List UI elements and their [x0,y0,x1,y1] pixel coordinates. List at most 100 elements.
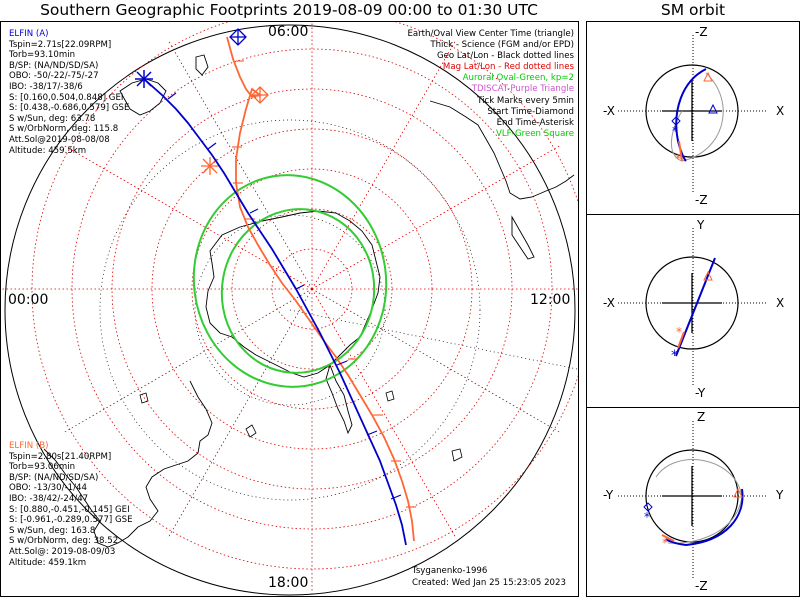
elfin-b-info-line: S w/Sun, deg: 163.8 [9,525,96,536]
orbit-a-start-diamond [671,116,681,126]
map-panel [0,21,579,597]
orbit-a-end-asterisk: * [671,348,678,364]
legend-item: Thick - Science (FGM and/or EPD) [430,40,574,51]
orbit-panel-1: * * [618,35,768,193]
elfin-b-info-line: S: [-0.961,-0.289,0.577] GSE [9,515,133,526]
elfin-b-info-line: Att.Sol@: 2019-08-09/03 [9,546,116,557]
elfin-a-track [143,78,407,546]
elfin-b-name: ELFIN (B) [9,441,49,451]
elfin-a-info-line: S: [0.160,0.504,0.848] GEI [9,92,124,103]
orbit-a-path [665,488,744,547]
geo-grid [99,119,578,501]
legend-item: Auroral Oval-Green, kp=2 [462,73,574,84]
elfin-a-start-diamond [229,28,247,46]
antarctic-peninsula [325,363,353,435]
elfin-a-info-line: Tspin=2.71s[22.09RPM] [9,39,112,50]
orbit-b-segment [661,534,675,542]
australia-outline [429,100,575,200]
elfin-a-name: ELFIN (A) [9,29,49,39]
orbit-1-label-right: X [776,104,785,118]
islands [139,390,463,462]
orbit-2-label-bottom: -Y [695,386,706,400]
new-zealand-outline [511,215,535,260]
orbit-1-label-bottom: -Z [695,193,708,207]
legend-item: TDISCAT-Purple Triangle [471,84,574,95]
orbit-b-view-triangle [703,270,713,281]
south-america-outline [43,380,213,548]
elfin-a-info-line: OBO: -50/-22/-75/-27 [9,71,99,82]
orbit-b-end-asterisk: * [675,152,681,166]
legend-item: End Time-Asterisk [496,117,574,128]
elfin-b-info-line: Altitude: 459.1km [9,557,87,568]
hour-label-bottom: 18:00 [268,575,309,591]
orbit-b-view-triangle [733,487,743,498]
orbit-panel-3: * * [618,421,768,579]
orbit-3-label-bottom: -Z [695,579,708,593]
antarctica-outline [205,210,381,378]
elfin-a-info-line: Att.Sol@2019-08-08/08 [9,134,110,145]
orbit-1-label-top: -Z [695,25,708,39]
orbit-a-end-asterisk: * [644,510,650,524]
orbit-b-end-asterisk: * [676,325,682,339]
orbit-a-view-triangle [708,103,718,114]
orbit-1-label-left: -X [603,104,615,118]
created-timestamp: Created: Wed Jan 25 15:23:05 2023 [412,578,566,588]
orbit-earth [645,64,739,158]
elfin-a-info-line: Altitude: 459.5km [9,145,87,156]
legend-item: Mag Lat/Lon - Red dotted lines [442,62,574,73]
elfin-b-end-asterisk [201,157,219,175]
orbit-a-path [675,257,716,357]
mag-lon-grid [1,22,578,596]
elfin-a-info: ELFIN (A) Tspin=2.71s[22.09RPM] Torb=93.1… [9,29,129,156]
orbit-3-label-left: -Y [603,488,614,502]
orbit-3-label-right: Y [776,488,784,502]
orbit-a-path [675,68,707,162]
legend: Earth/Oval View Center Time (triangle) Th… [407,29,574,140]
legend-item: Tick Marks every 5min [477,95,574,106]
orbit-3-label-top: Z [697,410,706,424]
elfin-a-info-line: IBO: -38/17/-38/6 [9,81,83,92]
orbit-panel-2: * * [618,228,768,386]
elfin-b-info-line: IBO: -38/42/-24/47 [9,493,89,504]
orbit-title: SM orbit [660,1,726,19]
orbit-b-path [670,72,724,162]
elfin-a-ticks [167,92,402,500]
legend-item: Geo Lat/Lon - Black dotted lines [436,51,574,62]
auroral-oval [192,174,388,388]
orbit-a-end-asterisk: * [672,124,678,138]
orbit-2-label-left: -X [603,296,615,310]
elfin-b-info: ELFIN (B) Tspin=2.80s[21.40RPM] Torb=93.0… [9,441,133,568]
orbit-a-start-diamond [643,502,653,512]
earth-disk [4,24,576,596]
orbit-2-label-top: Y [697,218,705,232]
elfin-b-info-line: B/SP: (NA/ND/SD/SA) [9,472,99,483]
elfin-b-ticks [232,60,416,508]
elfin-b-info-line: OBO: -13/30/-1/44 [9,483,87,494]
credit-label: Tsyganenko-1996 [412,566,488,576]
elfin-a-info-line: S w/Sun, deg: 63.78 [9,113,96,124]
elfin-b-start-diamond [251,86,269,104]
orbit-2-label-right: X [776,296,785,310]
polar-map [1,22,578,596]
elfin-a-info-line: B/SP: (NA/ND/SD/SA) [9,60,99,71]
elfin-b-info-line: S w/OrbNorm, deg: 38.52 [9,536,119,547]
legend-item: VLF-Green Square [495,128,574,139]
orbit-b-path [655,459,743,544]
orbit-earth [645,256,739,350]
legend-item: Earth/Oval View Center Time (triangle) [407,29,574,39]
orbit-b-segment [677,331,685,349]
hour-label-top: 06:00 [268,24,309,40]
plot-title: Southern Geographic Footprints 2019-08-0… [40,1,538,19]
elfin-b-info-line: S: [0.880,-0.451,-0.145] GEI [9,504,130,515]
orbit-b-segment [678,140,683,162]
orbit-b-end-asterisk: * [662,536,668,550]
elfin-a-info-line: S: [0.438,-0.686,0.579] GSE [9,103,130,114]
elfin-a-info-line: Torb=93.10min [9,50,76,61]
legend-item: Start Time-Diamond [487,106,574,117]
orbit-b-view-triangle [703,71,713,82]
hour-label-left: 00:00 [8,292,49,308]
madagascar-outline [195,54,209,76]
elfin-a-end-asterisk [135,70,153,88]
elfin-b-track [226,36,415,542]
elfin-a-info-line: S w/OrbNorm, deg: 115.8 [9,124,119,135]
